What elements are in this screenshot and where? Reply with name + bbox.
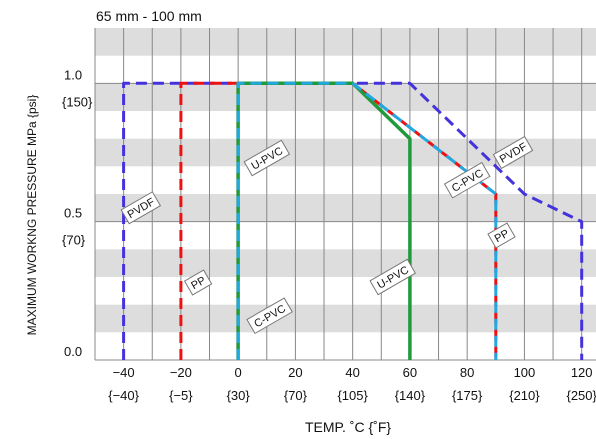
x-tick-label-fahrenheit: {250} xyxy=(566,388,596,403)
series-line-c-pvc xyxy=(236,81,498,360)
series-label-frame xyxy=(246,297,293,335)
x-tick-label-celsius: 120 xyxy=(571,365,593,380)
series-label-box: PP xyxy=(487,222,516,249)
x-tick-label-celsius: 20 xyxy=(288,365,302,380)
plot-background-bands xyxy=(95,28,596,333)
y-tick-label-psi: {150} xyxy=(62,94,93,109)
series-label-frame xyxy=(487,222,516,249)
x-tick-label-celsius: −40 xyxy=(113,365,135,380)
x-tick-label-fahrenheit: {−40} xyxy=(108,388,139,403)
x-tick-label-celsius: 60 xyxy=(403,365,417,380)
series-line-pvdf xyxy=(122,81,584,360)
x-tick-label-fahrenheit: {−5} xyxy=(169,388,193,403)
x-tick-label-fahrenheit: {70} xyxy=(284,388,308,403)
series-label-frame xyxy=(120,191,162,225)
x-tick-label-fahrenheit: {30} xyxy=(227,388,251,403)
x-tick-label-fahrenheit: {105} xyxy=(337,388,368,403)
background-band xyxy=(95,249,596,277)
y-tick-label-mpa: 0.0 xyxy=(64,344,82,359)
background-band xyxy=(95,304,596,333)
axis-tick-labels: −40 {−40} −20 {−5} 0 {30} 20 {70} 40 {105} 60 {140}… xyxy=(62,67,596,403)
series-label-frame xyxy=(183,269,213,296)
x-tick-label-fahrenheit: {140} xyxy=(395,388,426,403)
background-band xyxy=(95,83,596,111)
y-tick-label-mpa: 1.0 xyxy=(64,67,82,82)
series-label-box: PVDF xyxy=(120,191,162,225)
background-band xyxy=(95,28,596,56)
x-tick-label-fahrenheit: {210} xyxy=(509,388,540,403)
x-axis-title: TEMP. ˚C {˚F} xyxy=(305,419,391,435)
series-label-box: PP xyxy=(183,269,213,296)
x-tick-label-celsius: 80 xyxy=(460,365,474,380)
background-band xyxy=(95,194,596,222)
series-label-frame xyxy=(243,139,291,177)
series-label-frame xyxy=(443,161,491,199)
y-tick-label-psi: {70} xyxy=(62,233,86,248)
x-tick-label-fahrenheit: {175} xyxy=(452,388,483,403)
chart-subtitle: 65 mm - 100 mm xyxy=(96,8,202,24)
y-tick-label-mpa: 0.5 xyxy=(64,206,82,221)
series-lines xyxy=(122,81,584,360)
x-tick-label-celsius: 0 xyxy=(235,365,242,380)
series-label-frame xyxy=(492,135,534,170)
y-axis-title: MAXIMUM WORKNG PRESSURE MPa {psi} xyxy=(25,95,39,336)
x-tick-label-celsius: −20 xyxy=(170,365,192,380)
x-tick-label-celsius: 40 xyxy=(345,365,359,380)
x-tick-label-celsius: 100 xyxy=(514,365,536,380)
series-label-frame xyxy=(369,258,417,296)
